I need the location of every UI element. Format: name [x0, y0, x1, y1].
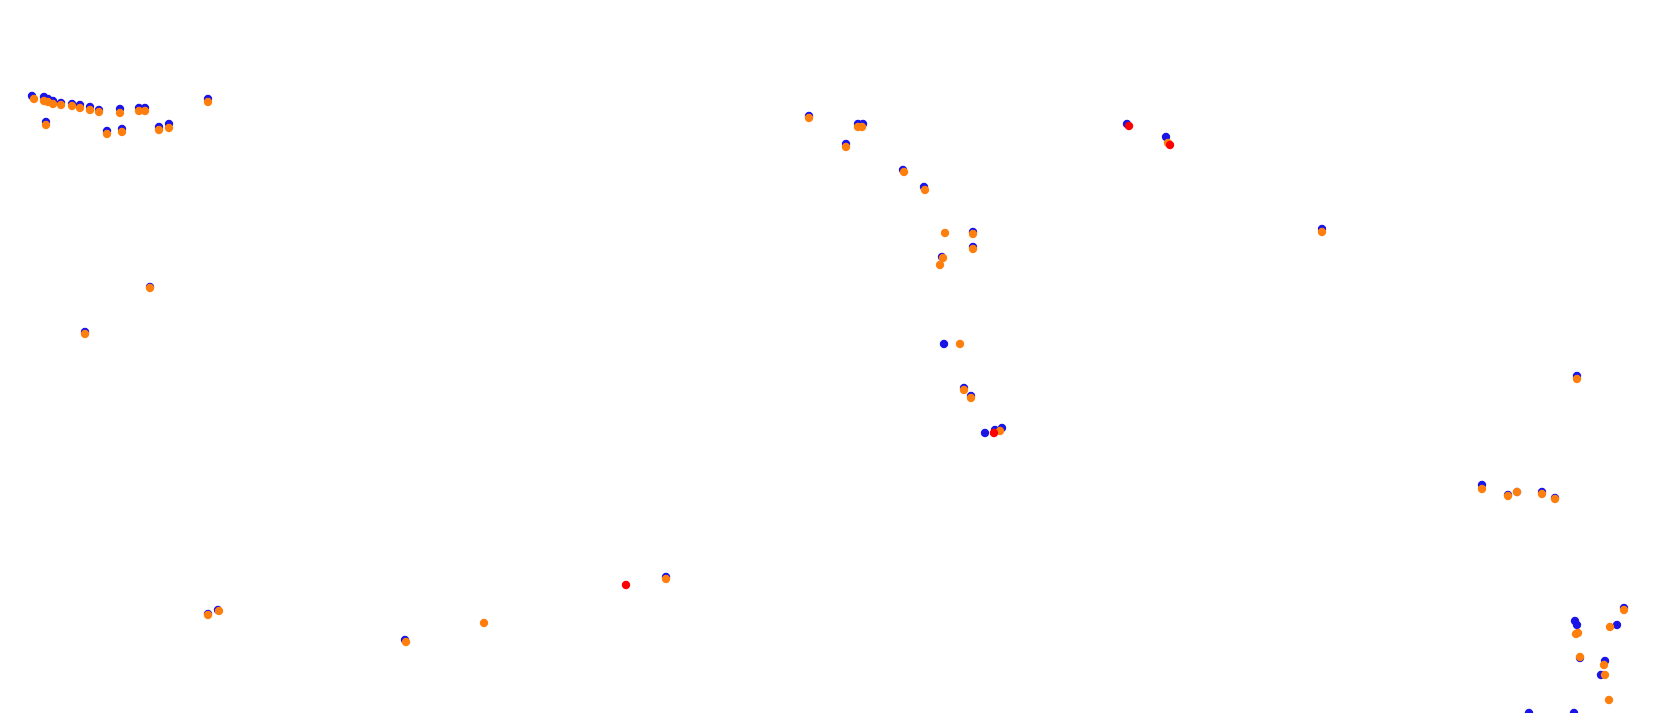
data-point-orange	[857, 122, 867, 132]
data-point-orange	[968, 229, 978, 239]
data-point-orange	[214, 606, 224, 616]
data-point-orange	[1599, 660, 1609, 670]
data-point-orange	[56, 100, 66, 110]
data-point-orange	[661, 574, 671, 584]
data-point-orange	[102, 129, 112, 139]
data-point-orange	[1572, 374, 1582, 384]
data-point-red	[989, 428, 999, 438]
data-point-orange	[117, 127, 127, 137]
data-point-orange	[899, 167, 909, 177]
data-point-orange	[94, 107, 104, 117]
data-point-orange	[145, 283, 155, 293]
data-point-orange	[955, 339, 965, 349]
data-point-orange	[1503, 491, 1513, 501]
data-point-orange	[959, 385, 969, 395]
data-point-orange	[938, 253, 948, 263]
data-point-orange	[154, 125, 164, 135]
data-point-orange	[479, 618, 489, 628]
data-point-blue	[1569, 708, 1579, 713]
data-point-orange	[940, 228, 950, 238]
data-point-orange	[1605, 622, 1615, 632]
data-point-orange	[804, 113, 814, 123]
data-point-orange	[935, 260, 945, 270]
data-point-orange	[75, 103, 85, 113]
data-point-orange	[203, 610, 213, 620]
data-point-orange	[841, 142, 851, 152]
data-point-orange	[140, 106, 150, 116]
data-point-blue	[939, 339, 949, 349]
data-point-blue	[1524, 708, 1534, 713]
data-point-orange	[1512, 487, 1522, 497]
series-blue	[27, 91, 1629, 713]
data-point-orange	[1619, 605, 1629, 615]
data-point-red	[621, 580, 631, 590]
data-point-orange	[1575, 652, 1585, 662]
data-point-orange	[966, 393, 976, 403]
data-point-orange	[67, 101, 77, 111]
data-point-orange	[1477, 484, 1487, 494]
data-point-blue	[1572, 620, 1582, 630]
data-point-orange	[1317, 227, 1327, 237]
data-point-red	[1124, 121, 1134, 131]
data-point-orange	[1537, 489, 1547, 499]
data-point-red	[1165, 140, 1175, 150]
data-point-orange	[80, 329, 90, 339]
data-point-orange	[29, 94, 39, 104]
data-point-orange	[41, 120, 51, 130]
data-point-orange	[968, 244, 978, 254]
data-point-orange	[1600, 670, 1610, 680]
data-point-orange	[401, 637, 411, 647]
series-red	[621, 121, 1175, 590]
data-point-orange	[920, 185, 930, 195]
data-point-orange	[164, 123, 174, 133]
series-orange	[29, 94, 1629, 705]
data-point-blue	[1612, 620, 1622, 630]
data-point-orange	[48, 99, 58, 109]
data-point-blue	[980, 428, 990, 438]
data-point-orange	[1573, 628, 1583, 638]
data-point-orange	[85, 105, 95, 115]
data-point-orange	[1550, 494, 1560, 504]
data-point-orange	[115, 108, 125, 118]
data-point-orange	[134, 106, 144, 116]
data-point-orange	[203, 97, 213, 107]
data-point-orange	[1604, 695, 1614, 705]
